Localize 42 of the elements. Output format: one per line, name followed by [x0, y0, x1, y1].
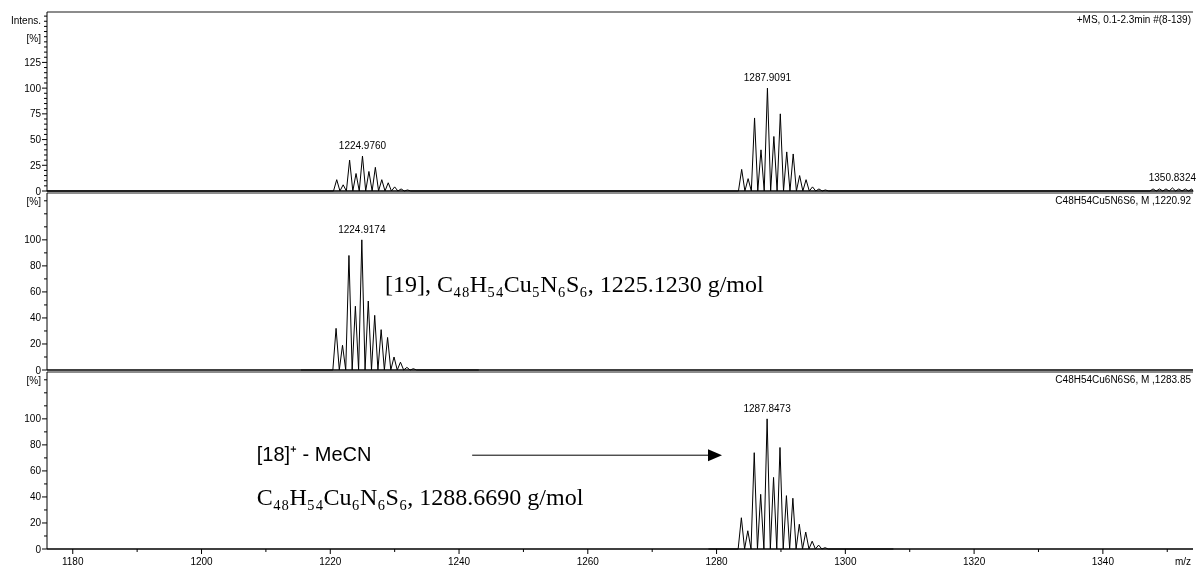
y-tick-label: 60: [29, 286, 42, 298]
y-axis-title: [%]: [26, 375, 42, 386]
x-axis-title: m/z: [1174, 556, 1191, 567]
annotation: C48H54Cu6N6S6, M ,1283.85: [1055, 374, 1192, 385]
x-tick-label: 1300: [834, 556, 857, 567]
y-tick-label: 0: [35, 185, 42, 197]
annotation: 1287.9091: [743, 72, 792, 84]
x-tick-label: 1340: [1091, 556, 1115, 567]
y-tick-label: 20: [29, 338, 42, 350]
y-tick-label: 40: [29, 491, 42, 503]
y-axis-title: [%]: [26, 196, 42, 207]
y-tick-label: 75: [29, 108, 42, 120]
y-tick-label: 100: [24, 82, 42, 94]
y-tick-label: 100: [24, 234, 42, 246]
y-tick-label: 0: [35, 543, 42, 555]
y-tick-label: 100: [24, 413, 42, 425]
annotation: [19], C₄₈H₅₄Cu₅N₆S₆, 1225.1230 g/mol: [385, 271, 764, 298]
annotation: 1287.8473: [743, 402, 792, 414]
y-tick-label: 50: [29, 134, 42, 146]
y-tick-label: 25: [29, 159, 42, 171]
y-tick-label: 125: [24, 56, 42, 68]
x-tick-label: 1200: [190, 556, 214, 567]
annotation: C48H54Cu5N6S6, M ,1220.92: [1055, 195, 1192, 206]
x-tick-label: 1260: [576, 556, 600, 567]
annotation: [18]⁺ - MeCN: [256, 442, 372, 465]
y-tick-label: 80: [29, 260, 42, 272]
annotation: 1350.8324: [1148, 171, 1196, 183]
x-tick-label: 1320: [962, 556, 986, 567]
x-tick-label: 1180: [61, 556, 84, 567]
y-tick-label: 0: [35, 364, 42, 376]
y-tick-label: 60: [29, 465, 42, 477]
annotation: +MS, 0.1-2.3min #(8-139): [1076, 14, 1191, 25]
y-tick-label: 20: [29, 517, 42, 529]
x-tick-label: 1240: [447, 556, 471, 567]
annotation: 1224.9174: [338, 223, 386, 235]
x-tick-label: 1220: [319, 556, 342, 567]
x-tick-label: 1280: [705, 556, 729, 567]
y-tick-label: 40: [29, 312, 42, 324]
annotation: 1224.9760: [338, 140, 387, 152]
y-axis-title: Intens. [%]: [10, 15, 42, 44]
y-tick-label: 80: [29, 439, 42, 451]
annotation: C₄₈H₅₄Cu₆N₆S₆, 1288.6690 g/mol: [256, 483, 584, 510]
